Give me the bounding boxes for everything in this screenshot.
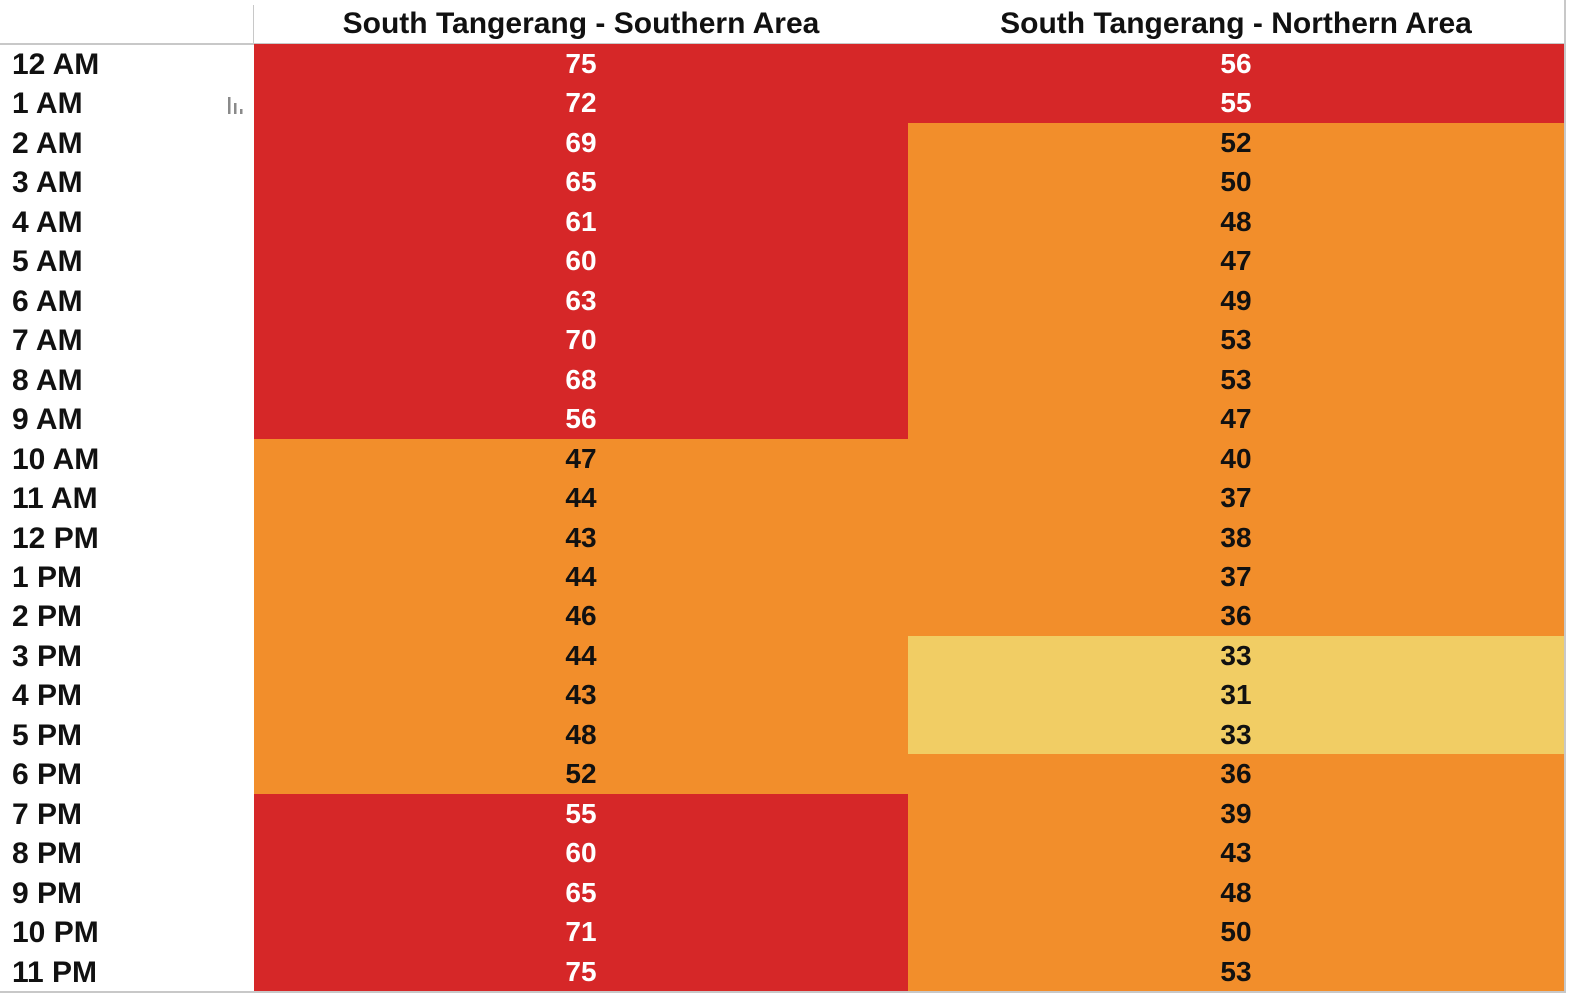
- row-label[interactable]: 5 AM: [12, 245, 83, 279]
- heatmap-cell[interactable]: 53: [908, 359, 1564, 400]
- row-label[interactable]: 9 PM: [12, 876, 83, 910]
- row-label[interactable]: 2 PM: [12, 600, 83, 634]
- heatmap-cell[interactable]: 60: [254, 241, 908, 282]
- row-label[interactable]: 9 AM: [12, 403, 83, 437]
- heatmap-cell[interactable]: 33: [908, 635, 1564, 676]
- heatmap-cell[interactable]: 50: [908, 162, 1564, 203]
- heatmap-cell[interactable]: 50: [908, 912, 1564, 953]
- heatmap-cell[interactable]: 72: [254, 83, 908, 124]
- heatmap-cell[interactable]: 47: [908, 241, 1564, 282]
- heatmap-cell[interactable]: 60: [254, 833, 908, 874]
- heatmap-cell[interactable]: 48: [908, 201, 1564, 242]
- column-header-northern-area[interactable]: South Tangerang - Northern Area: [1000, 7, 1472, 40]
- row-label[interactable]: 12 PM: [12, 521, 99, 555]
- heatmap-cell[interactable]: 49: [908, 280, 1564, 321]
- heatmap-cell[interactable]: 48: [254, 714, 908, 755]
- heatmap-cell[interactable]: 68: [254, 359, 908, 400]
- heatmap-cell[interactable]: 36: [908, 754, 1564, 795]
- heatmap-cell[interactable]: 75: [254, 44, 908, 84]
- heatmap-cell[interactable]: 61: [254, 201, 908, 242]
- heatmap-cell[interactable]: 39: [908, 793, 1564, 834]
- row-label[interactable]: 11 AM: [12, 482, 98, 516]
- heatmap-cell[interactable]: 63: [254, 280, 908, 321]
- heatmap-cell[interactable]: 56: [254, 399, 908, 440]
- table-bottom-border: [0, 991, 1566, 993]
- heatmap-cell[interactable]: 47: [908, 399, 1564, 440]
- row-label[interactable]: 5 PM: [12, 718, 83, 752]
- heatmap-cell[interactable]: 69: [254, 122, 908, 163]
- heatmap-cell[interactable]: 53: [908, 951, 1564, 992]
- heatmap-cell[interactable]: 44: [254, 478, 908, 518]
- row-label[interactable]: 11 PM: [12, 955, 98, 989]
- table-right-border: [1564, 0, 1566, 993]
- heatmap-cell[interactable]: 48: [908, 872, 1564, 913]
- row-label[interactable]: 10 PM: [12, 916, 99, 950]
- heatmap-cell[interactable]: 55: [254, 793, 908, 834]
- heatmap-cell[interactable]: 70: [254, 320, 908, 361]
- row-label[interactable]: 8 PM: [12, 837, 83, 871]
- row-label[interactable]: 7 AM: [12, 324, 83, 358]
- header-divider: [253, 5, 254, 45]
- heatmap-cell[interactable]: 38: [908, 517, 1564, 558]
- heatmap-cell[interactable]: 44: [254, 635, 908, 676]
- row-label[interactable]: 1 AM: [12, 87, 83, 121]
- heatmap-cell[interactable]: 37: [908, 556, 1564, 597]
- heatmap-cell[interactable]: 46: [254, 596, 908, 637]
- row-label[interactable]: 1 PM: [12, 560, 83, 594]
- heatmap-cell[interactable]: 65: [254, 162, 908, 203]
- row-label[interactable]: 3 PM: [12, 639, 83, 673]
- heatmap-cell[interactable]: 43: [254, 517, 908, 558]
- row-label[interactable]: 12 AM: [12, 48, 100, 81]
- heatmap-cell[interactable]: 55: [908, 83, 1564, 124]
- heatmap-cell[interactable]: 36: [908, 596, 1564, 637]
- row-label[interactable]: 7 PM: [12, 797, 83, 831]
- heatmap-cell[interactable]: 71: [254, 912, 908, 953]
- bar-chart-mini-icon[interactable]: [226, 94, 248, 116]
- row-label[interactable]: 2 AM: [12, 126, 83, 160]
- row-label[interactable]: 8 AM: [12, 363, 83, 397]
- heatmap-cell[interactable]: 75: [254, 951, 908, 992]
- column-header-southern-area[interactable]: South Tangerang - Southern Area: [342, 7, 820, 40]
- heatmap-cell[interactable]: 65: [254, 872, 908, 913]
- row-label[interactable]: 6 AM: [12, 284, 83, 318]
- heatmap-cell[interactable]: 44: [254, 556, 908, 597]
- heatmap-cell[interactable]: 47: [254, 438, 908, 479]
- row-label[interactable]: 4 PM: [12, 679, 83, 713]
- heatmap-cell[interactable]: 31: [908, 675, 1564, 716]
- heatmap-cell[interactable]: 52: [254, 754, 908, 795]
- heatmap-cell[interactable]: 56: [908, 44, 1564, 84]
- row-label[interactable]: 10 AM: [12, 442, 100, 476]
- heatmap-cell[interactable]: 37: [908, 478, 1564, 518]
- row-label[interactable]: 3 AM: [12, 166, 83, 200]
- heatmap-cell[interactable]: 40: [908, 438, 1564, 479]
- heatmap-cell[interactable]: 52: [908, 122, 1564, 163]
- row-label[interactable]: 4 AM: [12, 205, 83, 239]
- heatmap-cell[interactable]: 53: [908, 320, 1564, 361]
- heatmap-cell[interactable]: 43: [254, 675, 908, 716]
- heatmap-cell[interactable]: 43: [908, 833, 1564, 874]
- row-label[interactable]: 6 PM: [12, 758, 83, 792]
- heatmap-cell[interactable]: 33: [908, 714, 1564, 755]
